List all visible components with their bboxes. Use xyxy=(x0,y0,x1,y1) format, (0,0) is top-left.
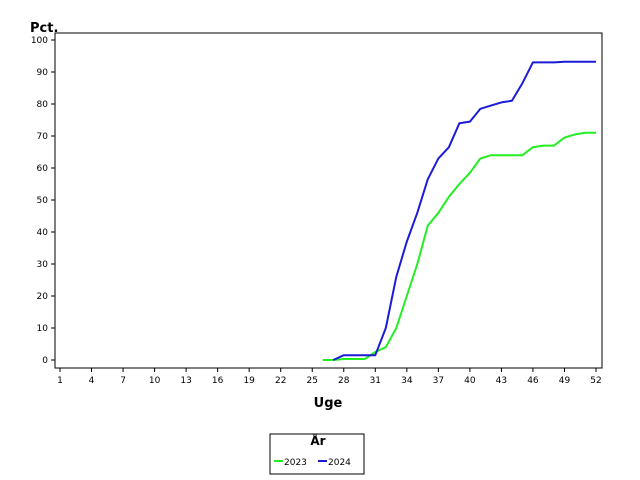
x-tick-label: 31 xyxy=(370,376,381,386)
x-tick-label: 22 xyxy=(275,376,286,386)
x-tick-label: 46 xyxy=(527,376,539,386)
y-tick-label: 0 xyxy=(42,356,48,366)
legend-box xyxy=(269,433,365,475)
x-tick-label: 7 xyxy=(120,376,126,386)
y-tick-label: 70 xyxy=(37,132,49,142)
x-axis: 1 4 7 10 13 16 19 22 25 28 31 34 37 40 43 46 49 52 xyxy=(57,368,602,386)
x-tick-label: 52 xyxy=(590,376,601,386)
x-tick-label: 37 xyxy=(433,376,444,386)
y-axis-title: Pct. xyxy=(30,21,58,36)
x-tick-label: 1 xyxy=(57,376,63,386)
x-tick-label: 43 xyxy=(496,376,507,386)
x-axis-title: Uge xyxy=(314,396,343,411)
series-line-2023 xyxy=(322,131,596,361)
legend-title: År xyxy=(310,433,325,448)
y-tick-label: 40 xyxy=(37,228,49,238)
y-tick-label: 30 xyxy=(37,260,49,270)
y-axis: 0 10 20 30 40 50 60 70 80 90 100 xyxy=(31,36,55,366)
y-tick-label: 60 xyxy=(37,164,49,174)
legend-label-2023: 2023 xyxy=(284,458,307,468)
x-tick-label: 10 xyxy=(149,376,161,386)
x-tick-label: 34 xyxy=(401,376,413,386)
y-tick-label: 10 xyxy=(37,324,49,334)
x-tick-label: 25 xyxy=(307,376,318,386)
x-tick-label: 19 xyxy=(243,376,255,386)
legend: År 2023 2024 xyxy=(269,433,365,475)
x-tick-label: 28 xyxy=(338,376,350,386)
series-line-2024 xyxy=(332,60,596,361)
series-layer xyxy=(322,60,596,361)
y-tick-label: 50 xyxy=(37,196,49,206)
x-tick-label: 4 xyxy=(89,376,95,386)
x-tick-label: 49 xyxy=(559,376,571,386)
y-tick-label: 90 xyxy=(37,68,49,78)
x-tick-label: 40 xyxy=(464,376,476,386)
y-tick-label: 100 xyxy=(31,36,48,46)
y-tick-label: 80 xyxy=(37,100,49,110)
x-tick-label: 13 xyxy=(180,376,191,386)
legend-label-2024: 2024 xyxy=(328,458,351,468)
y-tick-label: 20 xyxy=(37,292,49,302)
x-tick-label: 16 xyxy=(212,376,224,386)
